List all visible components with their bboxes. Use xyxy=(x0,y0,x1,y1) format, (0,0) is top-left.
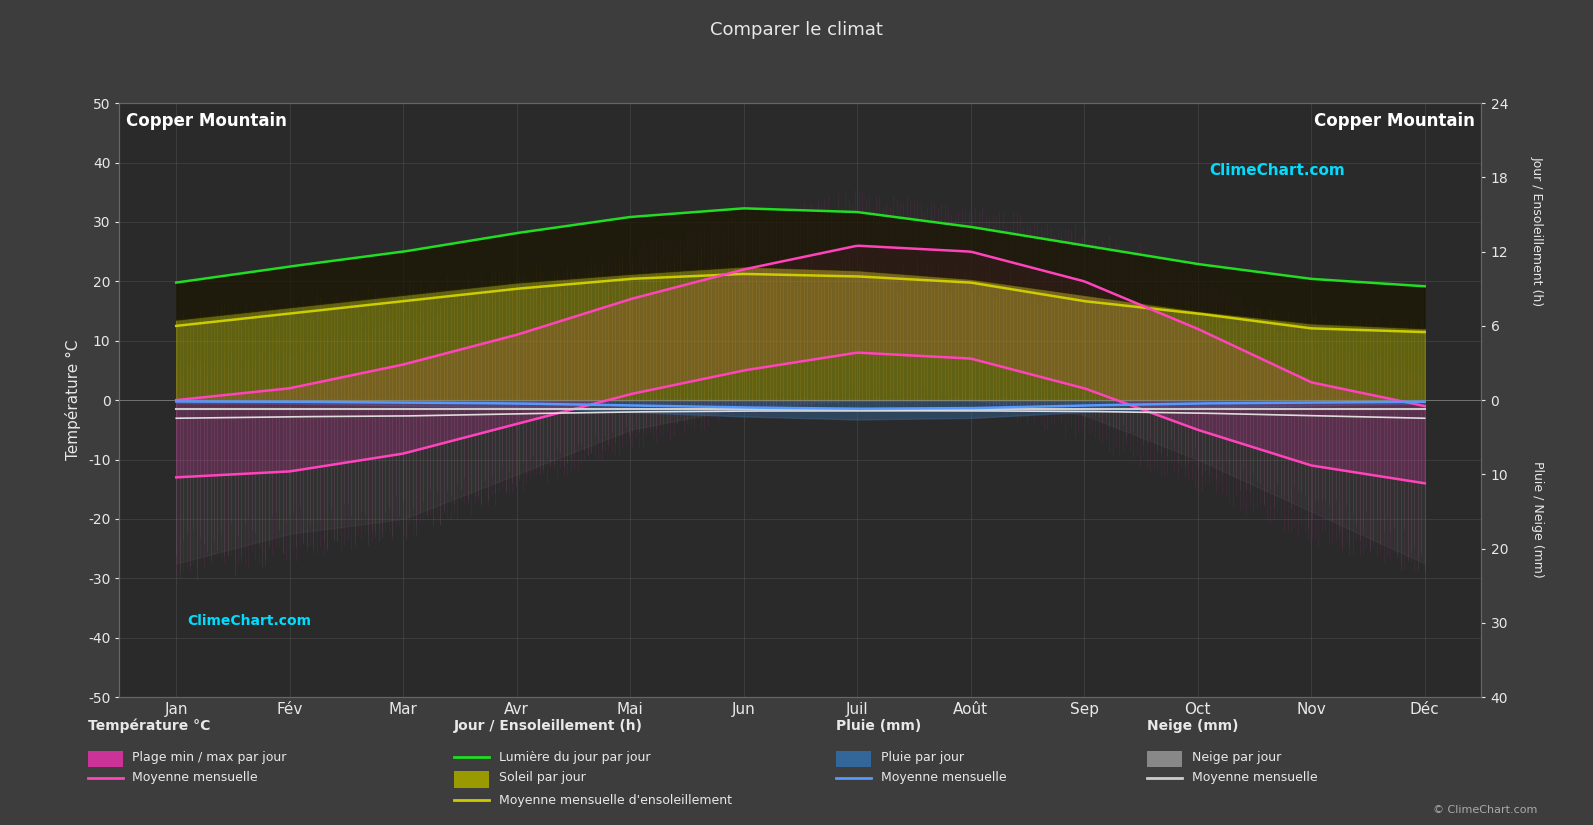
Text: Moyenne mensuelle: Moyenne mensuelle xyxy=(132,771,258,785)
Text: Pluie / Neige (mm): Pluie / Neige (mm) xyxy=(1531,461,1544,578)
Text: Jour / Ensoleillement (h): Jour / Ensoleillement (h) xyxy=(1531,156,1544,306)
Text: ClimeChart.com: ClimeChart.com xyxy=(188,614,312,628)
Text: Copper Mountain: Copper Mountain xyxy=(126,112,287,130)
Text: Jour / Ensoleillement (h): Jour / Ensoleillement (h) xyxy=(454,719,644,733)
Text: ClimeChart.com: ClimeChart.com xyxy=(1209,163,1344,177)
Text: Température °C: Température °C xyxy=(88,719,210,733)
Text: Soleil par jour: Soleil par jour xyxy=(499,771,585,785)
Text: Comparer le climat: Comparer le climat xyxy=(710,21,883,39)
Text: Pluie par jour: Pluie par jour xyxy=(881,751,964,764)
Text: Pluie (mm): Pluie (mm) xyxy=(836,719,922,733)
Text: Neige par jour: Neige par jour xyxy=(1192,751,1281,764)
Text: Neige (mm): Neige (mm) xyxy=(1147,719,1238,733)
Text: Lumière du jour par jour: Lumière du jour par jour xyxy=(499,751,650,764)
Text: Moyenne mensuelle: Moyenne mensuelle xyxy=(881,771,1007,785)
Text: © ClimeChart.com: © ClimeChart.com xyxy=(1432,804,1537,814)
Text: Plage min / max par jour: Plage min / max par jour xyxy=(132,751,287,764)
Text: Copper Mountain: Copper Mountain xyxy=(1314,112,1475,130)
Text: Moyenne mensuelle d'ensoleillement: Moyenne mensuelle d'ensoleillement xyxy=(499,794,731,807)
Y-axis label: Température °C: Température °C xyxy=(65,340,81,460)
Text: Moyenne mensuelle: Moyenne mensuelle xyxy=(1192,771,1317,785)
